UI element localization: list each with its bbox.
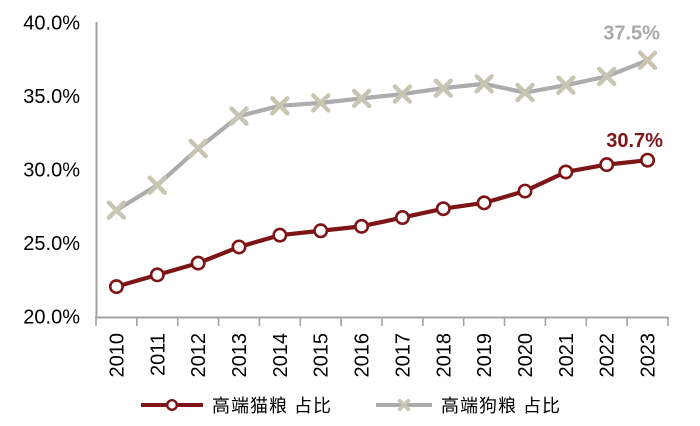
x-tick-label: 2020 <box>515 333 537 378</box>
dog-data-point <box>515 82 535 103</box>
x-tick-label: 2013 <box>229 333 251 378</box>
dog-data-point <box>637 50 658 70</box>
x-tick-label: 2015 <box>311 333 333 378</box>
cat-data-point <box>435 201 451 217</box>
x-tick-label: 2021 <box>556 333 578 378</box>
cat-data-point <box>313 223 329 239</box>
cat-data-point <box>354 218 370 234</box>
x-tick-label: 2022 <box>597 333 619 378</box>
legend: 高端猫粮 占比 高端狗粮 占比 <box>0 390 700 420</box>
dog-data-point <box>106 200 127 220</box>
cat-data-point <box>272 227 288 243</box>
dog-data-point <box>351 88 372 109</box>
cat-data-point <box>190 255 206 271</box>
y-tick-label: 20.0% <box>23 307 80 329</box>
dog-data-point <box>556 75 576 95</box>
dog-series-swatch-icon <box>376 398 432 412</box>
cat-data-point <box>476 195 492 211</box>
x-tick-label: 2019 <box>474 333 496 378</box>
legend-item-dog: 高端狗粮 占比 <box>374 392 561 418</box>
y-tick-label: 30.0% <box>23 160 80 182</box>
cat-end-value-label: 30.7% <box>606 130 663 152</box>
dog-data-point <box>392 84 413 104</box>
cat-data-point <box>599 157 615 173</box>
line-chart: 20.0% 25.0% 30.0% 35.0% 40.0% 2010 2011 2012 201… <box>23 13 669 378</box>
dog-end-value-label: 37.5% <box>603 22 660 44</box>
x-tick-label: 2017 <box>392 333 414 378</box>
y-tick-label: 40.0% <box>23 13 80 35</box>
x-tick-label: 2014 <box>270 333 292 378</box>
cat-data-point <box>640 152 656 168</box>
dog-data-point <box>147 175 167 195</box>
dog-data-point <box>597 66 617 87</box>
legend-item-cat: 高端猫粮 占比 <box>139 392 332 418</box>
dog-data-point <box>229 106 249 126</box>
cat-data-point <box>108 279 124 295</box>
y-tick-label: 35.0% <box>23 86 80 108</box>
x-tick-label: 2010 <box>106 333 128 378</box>
y-tick-label: 25.0% <box>23 233 80 255</box>
x-tick-label: 2016 <box>352 333 374 378</box>
x-tick-label: 2018 <box>433 333 455 378</box>
x-tick-label: 2011 <box>147 333 169 376</box>
dog-data-point <box>188 138 208 159</box>
cat-data-point <box>558 164 574 180</box>
x-tick-label: 2012 <box>188 333 210 378</box>
cat-data-point <box>149 267 165 283</box>
legend-label-cat: 高端猫粮 占比 <box>211 396 332 416</box>
cat-data-point <box>231 239 247 255</box>
x-tick-label: 2023 <box>638 333 660 378</box>
dog-data-point <box>433 78 453 98</box>
legend-label-dog: 高端狗粮 占比 <box>441 396 562 416</box>
cat-series-swatch-icon <box>140 398 203 412</box>
dog-data-point <box>270 96 290 116</box>
cat-data-point <box>394 210 410 226</box>
cat-data-point <box>517 183 533 199</box>
dog-data-point <box>474 74 494 94</box>
dog-data-point <box>311 93 331 113</box>
